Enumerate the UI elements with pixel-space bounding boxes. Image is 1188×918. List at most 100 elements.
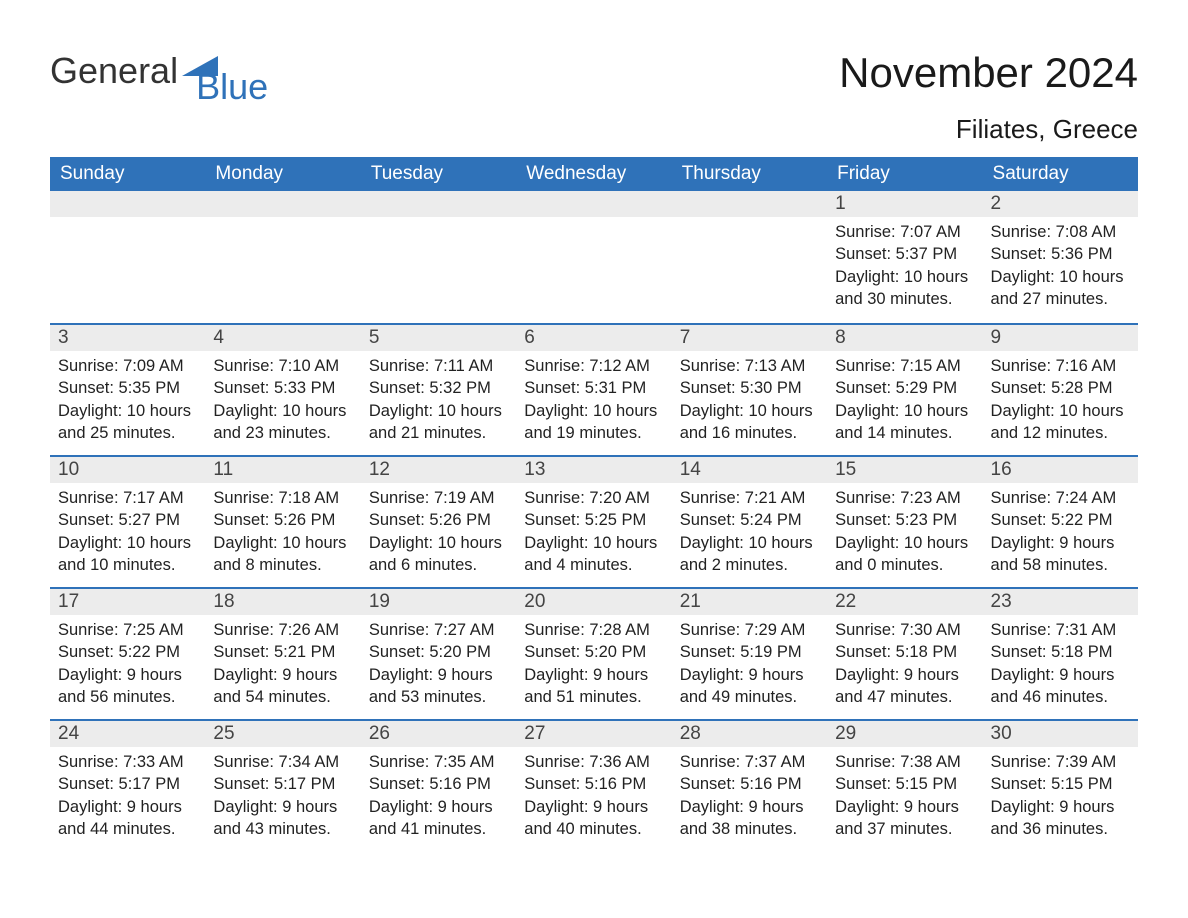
day-number: 21 bbox=[672, 587, 827, 615]
sunrise-value: Sunrise: 7:36 AM bbox=[524, 751, 663, 773]
sunset-value: Sunset: 5:23 PM bbox=[835, 509, 974, 531]
day-details: Sunrise: 7:20 AMSunset: 5:25 PMDaylight:… bbox=[516, 483, 671, 584]
daylight-line2: and 43 minutes. bbox=[213, 818, 352, 840]
day-number: 10 bbox=[50, 455, 205, 483]
brand-logo: General Blue bbox=[50, 50, 294, 92]
sunset-value: Sunset: 5:24 PM bbox=[680, 509, 819, 531]
calendar-cell: 23Sunrise: 7:31 AMSunset: 5:18 PMDayligh… bbox=[983, 587, 1138, 719]
calendar-cell bbox=[205, 191, 360, 323]
day-details: Sunrise: 7:17 AMSunset: 5:27 PMDaylight:… bbox=[50, 483, 205, 584]
sunset-value: Sunset: 5:21 PM bbox=[213, 641, 352, 663]
sunrise-value: Sunrise: 7:18 AM bbox=[213, 487, 352, 509]
day-details: Sunrise: 7:16 AMSunset: 5:28 PMDaylight:… bbox=[983, 351, 1138, 452]
calendar-week: 1Sunrise: 7:07 AMSunset: 5:37 PMDaylight… bbox=[50, 191, 1138, 323]
calendar-week: 17Sunrise: 7:25 AMSunset: 5:22 PMDayligh… bbox=[50, 587, 1138, 719]
calendar-cell: 22Sunrise: 7:30 AMSunset: 5:18 PMDayligh… bbox=[827, 587, 982, 719]
daylight-line2: and 8 minutes. bbox=[213, 554, 352, 576]
daylight-line2: and 30 minutes. bbox=[835, 288, 974, 310]
day-header: Tuesday bbox=[361, 157, 516, 191]
day-details: Sunrise: 7:08 AMSunset: 5:36 PMDaylight:… bbox=[983, 217, 1138, 318]
calendar-cell: 21Sunrise: 7:29 AMSunset: 5:19 PMDayligh… bbox=[672, 587, 827, 719]
day-number: 11 bbox=[205, 455, 360, 483]
calendar-cell: 28Sunrise: 7:37 AMSunset: 5:16 PMDayligh… bbox=[672, 719, 827, 851]
sunset-value: Sunset: 5:32 PM bbox=[369, 377, 508, 399]
empty-day-bar bbox=[361, 191, 516, 217]
sunset-value: Sunset: 5:29 PM bbox=[835, 377, 974, 399]
day-header: Friday bbox=[827, 157, 982, 191]
day-header: Saturday bbox=[983, 157, 1138, 191]
daylight-line2: and 47 minutes. bbox=[835, 686, 974, 708]
daylight-line1: Daylight: 9 hours bbox=[835, 664, 974, 686]
calendar-cell bbox=[516, 191, 671, 323]
daylight-line2: and 51 minutes. bbox=[524, 686, 663, 708]
daylight-line1: Daylight: 10 hours bbox=[835, 400, 974, 422]
calendar-cell: 18 Sunrise: 7:26 AMSunset: 5:21 PMDayligh… bbox=[205, 587, 360, 719]
day-details: Sunrise: 7:25 AMSunset: 5:22 PMDaylight:… bbox=[50, 615, 205, 716]
sunset-value: Sunset: 5:15 PM bbox=[835, 773, 974, 795]
calendar-week: 24Sunrise: 7:33 AMSunset: 5:17 PMDayligh… bbox=[50, 719, 1138, 851]
day-details: Sunrise: 7:12 AMSunset: 5:31 PMDaylight:… bbox=[516, 351, 671, 452]
sunrise-value: Sunrise: 7:24 AM bbox=[991, 487, 1130, 509]
daylight-line2: and 12 minutes. bbox=[991, 422, 1130, 444]
daylight-line1: Daylight: 9 hours bbox=[835, 796, 974, 818]
day-details: Sunrise: 7:30 AMSunset: 5:18 PMDaylight:… bbox=[827, 615, 982, 716]
daylight-line1: Daylight: 9 hours bbox=[213, 664, 352, 686]
sunset-value: Sunset: 5:18 PM bbox=[835, 641, 974, 663]
sunrise-value: Sunrise: 7:31 AM bbox=[991, 619, 1130, 641]
sunset-value: Sunset: 5:31 PM bbox=[524, 377, 663, 399]
daylight-line2: and 27 minutes. bbox=[991, 288, 1130, 310]
calendar-cell: 4Sunrise: 7:10 AMSunset: 5:33 PMDaylight… bbox=[205, 323, 360, 455]
day-header: Monday bbox=[205, 157, 360, 191]
sunrise-value: Sunrise: 7:26 AM bbox=[213, 619, 352, 641]
daylight-line2: and 14 minutes. bbox=[835, 422, 974, 444]
calendar-cell: 1Sunrise: 7:07 AMSunset: 5:37 PMDaylight… bbox=[827, 191, 982, 323]
calendar-week: 10Sunrise: 7:17 AMSunset: 5:27 PMDayligh… bbox=[50, 455, 1138, 587]
day-number: 25 bbox=[205, 719, 360, 747]
daylight-line2: and 40 minutes. bbox=[524, 818, 663, 840]
sunset-value: Sunset: 5:18 PM bbox=[991, 641, 1130, 663]
daylight-line1: Daylight: 9 hours bbox=[58, 664, 197, 686]
day-header: Wednesday bbox=[516, 157, 671, 191]
calendar-body: 1Sunrise: 7:07 AMSunset: 5:37 PMDaylight… bbox=[50, 191, 1138, 851]
daylight-line1: Daylight: 10 hours bbox=[835, 532, 974, 554]
day-details: Sunrise: 7:28 AMSunset: 5:20 PMDaylight:… bbox=[516, 615, 671, 716]
daylight-line2: and 23 minutes. bbox=[213, 422, 352, 444]
day-number: 13 bbox=[516, 455, 671, 483]
sunset-value: Sunset: 5:35 PM bbox=[58, 377, 197, 399]
daylight-line2: and 54 minutes. bbox=[213, 686, 352, 708]
daylight-line1: Daylight: 10 hours bbox=[213, 400, 352, 422]
sunrise-value: Sunrise: 7:19 AM bbox=[369, 487, 508, 509]
calendar-cell: 16Sunrise: 7:24 AMSunset: 5:22 PMDayligh… bbox=[983, 455, 1138, 587]
title-block: November 2024 Filiates, Greece bbox=[839, 50, 1138, 145]
sunrise-value: Sunrise: 7:08 AM bbox=[991, 221, 1130, 243]
day-details: Sunrise: 7:38 AMSunset: 5:15 PMDaylight:… bbox=[827, 747, 982, 848]
calendar-cell: 26Sunrise: 7:35 AMSunset: 5:16 PMDayligh… bbox=[361, 719, 516, 851]
daylight-line2: and 4 minutes. bbox=[524, 554, 663, 576]
sunset-value: Sunset: 5:26 PM bbox=[213, 509, 352, 531]
day-number: 14 bbox=[672, 455, 827, 483]
daylight-line1: Daylight: 10 hours bbox=[58, 400, 197, 422]
daylight-line1: Daylight: 9 hours bbox=[524, 796, 663, 818]
day-details: Sunrise: 7:31 AMSunset: 5:18 PMDaylight:… bbox=[983, 615, 1138, 716]
day-number: 20 bbox=[516, 587, 671, 615]
calendar-cell: 25Sunrise: 7:34 AMSunset: 5:17 PMDayligh… bbox=[205, 719, 360, 851]
daylight-line1: Daylight: 9 hours bbox=[680, 664, 819, 686]
calendar-cell: 9Sunrise: 7:16 AMSunset: 5:28 PMDaylight… bbox=[983, 323, 1138, 455]
daylight-line1: Daylight: 10 hours bbox=[991, 400, 1130, 422]
daylight-line2: and 44 minutes. bbox=[58, 818, 197, 840]
daylight-line1: Daylight: 9 hours bbox=[58, 796, 197, 818]
day-number: 18 bbox=[205, 587, 360, 615]
calendar-cell: 20Sunrise: 7:28 AMSunset: 5:20 PMDayligh… bbox=[516, 587, 671, 719]
day-number: 28 bbox=[672, 719, 827, 747]
sunset-value: Sunset: 5:36 PM bbox=[991, 243, 1130, 265]
calendar-cell: 5Sunrise: 7:11 AMSunset: 5:32 PMDaylight… bbox=[361, 323, 516, 455]
calendar-cell bbox=[50, 191, 205, 323]
sunset-value: Sunset: 5:15 PM bbox=[991, 773, 1130, 795]
day-number: 29 bbox=[827, 719, 982, 747]
daylight-line2: and 41 minutes. bbox=[369, 818, 508, 840]
sunset-value: Sunset: 5:20 PM bbox=[369, 641, 508, 663]
calendar-cell: 7Sunrise: 7:13 AMSunset: 5:30 PMDaylight… bbox=[672, 323, 827, 455]
sunset-value: Sunset: 5:26 PM bbox=[369, 509, 508, 531]
day-number: 22 bbox=[827, 587, 982, 615]
daylight-line1: Daylight: 10 hours bbox=[369, 532, 508, 554]
